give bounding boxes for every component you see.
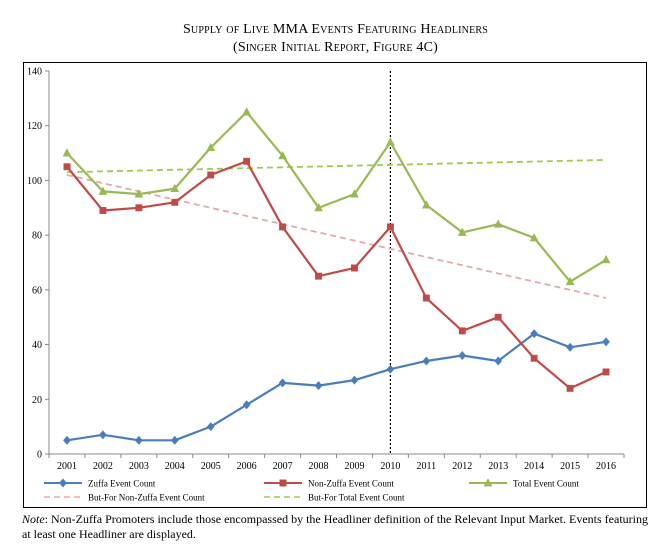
data-point-non-zuffa-event-count [494, 313, 502, 321]
data-point-non-zuffa-event-count [458, 327, 466, 335]
y-tick-label: 40 [32, 340, 42, 351]
figure-note: Note: Non-Zuffa Promoters include those … [22, 512, 648, 542]
series-line-zuffa-event-count [66, 332, 607, 442]
y-tick-label: 120 [27, 121, 42, 132]
legend-marker-non-zuffa-event-count [279, 479, 287, 487]
x-tick-label: 2015 [560, 461, 580, 472]
x-tick-label: 2001 [57, 461, 77, 472]
y-tick-label: 80 [32, 231, 42, 242]
x-tick-label: 2011 [417, 461, 437, 472]
data-point-non-zuffa-event-count [171, 198, 179, 206]
data-point-total-event-count [170, 183, 180, 193]
data-point-non-zuffa-event-count [315, 272, 322, 280]
data-point-zuffa-event-count [134, 435, 143, 445]
data-point-zuffa-event-count [206, 422, 215, 432]
data-point-total-event-count [134, 189, 144, 198]
data-point-total-event-count [385, 137, 395, 146]
data-point-non-zuffa-event-count [135, 204, 143, 212]
legend-label-non-zuffa-event-count: Non-Zuffa Event Count [308, 479, 394, 489]
chart-frame: 0 20 40 60 80 100 120 140 2001 2002 2003 2004 2005 20… [23, 62, 647, 508]
x-tick-label: 2003 [129, 461, 149, 472]
data-point-total-event-count [314, 202, 323, 212]
data-point-total-event-count [206, 142, 216, 152]
series-line-but-for-total-event-count [66, 159, 607, 174]
data-point-total-event-count [457, 227, 467, 236]
data-point-total-event-count [242, 107, 252, 116]
data-point-zuffa-event-count [170, 435, 179, 445]
legend-marker-total-event-count [483, 478, 493, 487]
data-point-zuffa-event-count [63, 435, 71, 445]
data-point-zuffa-event-count [386, 364, 395, 374]
legend-marker-zuffa-event-count [59, 478, 67, 488]
y-tick-label: 60 [32, 285, 42, 296]
x-tick-label: 2016 [596, 461, 616, 472]
data-point-non-zuffa-event-count [386, 223, 394, 231]
data-point-total-event-count [350, 189, 359, 198]
series-line-but-for-non-zuffa-event-count [66, 174, 607, 299]
note-text: : Non-Zuffa Promoters include those enco… [22, 512, 648, 541]
x-tick-label: 2009 [344, 461, 364, 472]
data-point-total-event-count [62, 148, 72, 157]
chart-title: Supply of Live MMA Events Featuring Head… [182, 22, 489, 37]
data-point-total-event-count [421, 200, 431, 209]
data-point-total-event-count [278, 150, 288, 160]
data-point-zuffa-event-count [242, 400, 251, 410]
data-point-non-zuffa-event-count [207, 171, 215, 179]
data-point-zuffa-event-count [566, 342, 575, 352]
data-point-non-zuffa-event-count [422, 294, 430, 302]
data-point-non-zuffa-event-count [566, 384, 574, 392]
data-point-total-event-count [493, 219, 503, 228]
x-tick-label: 2002 [93, 461, 113, 472]
data-point-non-zuffa-event-count [602, 368, 610, 376]
data-point-non-zuffa-event-count [530, 354, 538, 362]
note-label: Note [22, 512, 45, 526]
data-point-total-event-count [565, 276, 575, 286]
data-point-zuffa-event-count [422, 356, 431, 366]
x-tick-label: 2013 [488, 461, 508, 472]
data-point-zuffa-event-count [494, 356, 503, 366]
x-tick-label: 2010 [380, 461, 400, 472]
x-tick-label: 2006 [237, 461, 257, 472]
data-point-non-zuffa-event-count [243, 157, 251, 165]
data-point-total-event-count [98, 186, 108, 195]
data-point-total-event-count [601, 254, 611, 264]
data-point-zuffa-event-count [98, 430, 107, 440]
series-line-non-zuffa-event-count [66, 160, 607, 390]
legend-label-total-event-count: Total Event Count [513, 479, 579, 489]
data-point-zuffa-event-count [278, 378, 287, 388]
legend-label-but-for-non-zuffa-event-count: But-For Non-Zuffa Event Count [88, 493, 205, 503]
data-point-zuffa-event-count [458, 350, 467, 361]
data-point-zuffa-event-count [350, 375, 359, 385]
x-tick-label: 2012 [452, 461, 472, 472]
legend-label-but-for-total-event-count: But-For Total Event Count [308, 493, 405, 503]
data-point-non-zuffa-event-count [279, 223, 287, 231]
data-point-non-zuffa-event-count [99, 207, 107, 214]
data-point-zuffa-event-count [314, 381, 323, 391]
y-tick-label: 0 [37, 450, 42, 461]
x-tick-label: 2004 [165, 461, 185, 472]
legend-label-zuffa-event-count: Zuffa Event Count [88, 479, 156, 489]
series-line-total-event-count [66, 110, 607, 283]
x-tick-label: 2014 [524, 461, 544, 472]
data-point-non-zuffa-event-count [63, 163, 71, 171]
y-tick-label: 140 [27, 67, 42, 78]
line-chart: 0 20 40 60 80 100 120 140 2001 2002 2003 2004 2005 20… [27, 67, 625, 503]
chart-subtitle: (Singer Initial Report, Figure 4C) [232, 40, 439, 55]
data-point-zuffa-event-count [602, 337, 610, 347]
x-tick-label: 2008 [309, 461, 329, 472]
x-tick-label: 2005 [201, 461, 221, 472]
y-tick-label: 20 [32, 395, 42, 406]
y-tick-label: 100 [27, 176, 42, 187]
x-tick-label: 2007 [273, 461, 293, 472]
data-point-non-zuffa-event-count [351, 264, 358, 272]
data-point-total-event-count [529, 232, 539, 242]
data-point-zuffa-event-count [530, 329, 539, 339]
